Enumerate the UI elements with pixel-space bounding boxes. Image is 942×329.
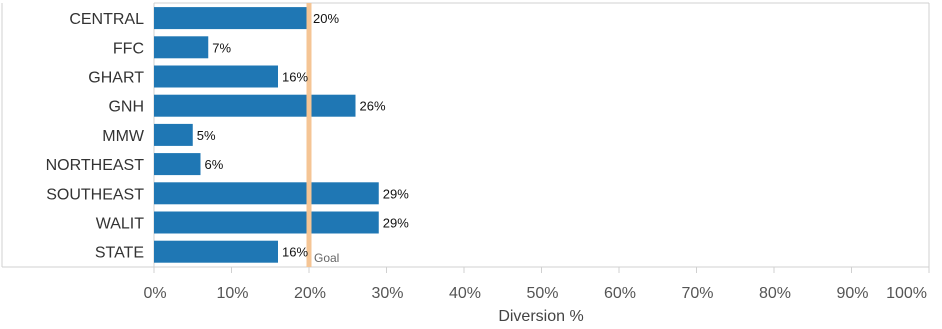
bar-gnh — [154, 94, 356, 117]
goal-line — [306, 3, 312, 267]
bar-northeast — [154, 153, 201, 176]
category-label: GHART — [88, 70, 144, 87]
data-label: 20% — [313, 11, 339, 26]
data-label: 6% — [205, 157, 224, 172]
data-labels: 20% 7% 16% 26% 5% 6% 29% 29% 16% — [197, 11, 409, 260]
category-label: SOUTHEAST — [46, 186, 144, 203]
x-tick-label: 20% — [294, 285, 326, 302]
x-tick-label: 60% — [604, 285, 636, 302]
x-tick-label: 90% — [836, 285, 868, 302]
bar-walit — [154, 211, 379, 234]
bar-central — [154, 7, 309, 30]
goal-label: Goal — [314, 251, 339, 265]
x-tick-label: 0% — [143, 285, 166, 302]
x-tick-label: 40% — [449, 285, 481, 302]
data-label: 29% — [383, 216, 409, 231]
bar-ffc — [154, 36, 209, 59]
x-tick-label: 30% — [371, 285, 403, 302]
data-label: 7% — [212, 40, 231, 55]
category-label: MMW — [102, 128, 145, 145]
bar-ghart — [154, 65, 278, 88]
data-label: 26% — [360, 99, 386, 114]
x-tick-label: 50% — [526, 285, 558, 302]
data-label: 5% — [197, 128, 216, 143]
data-label: 16% — [282, 70, 308, 85]
bar-southeast — [154, 182, 379, 205]
bar-state — [154, 240, 278, 263]
bar-mmw — [154, 123, 193, 146]
category-label: WALIT — [96, 216, 145, 233]
data-label: 29% — [383, 186, 409, 201]
bars — [154, 7, 379, 263]
category-labels: CENTRAL FFC GHART GNH MMW NORTHEAST SOUTHEAST W… — [46, 11, 145, 262]
data-label: 16% — [282, 245, 308, 260]
category-label: GNH — [108, 99, 144, 116]
goal-line-group: Goal — [306, 3, 339, 267]
category-label: FFC — [113, 40, 144, 57]
category-label: NORTHEAST — [46, 157, 145, 174]
category-label: CENTRAL — [69, 11, 144, 28]
x-tick-label: 80% — [759, 285, 791, 302]
x-axis-ticks: 0% 10% 20% 30% 40% 50% 60% 70% 80% 90% 100% — [143, 267, 930, 302]
x-tick-label: 100% — [886, 285, 927, 302]
x-axis-title: Diversion % — [498, 308, 583, 325]
x-tick-label: 70% — [681, 285, 713, 302]
x-tick-label: 10% — [216, 285, 248, 302]
category-label: STATE — [95, 245, 144, 262]
